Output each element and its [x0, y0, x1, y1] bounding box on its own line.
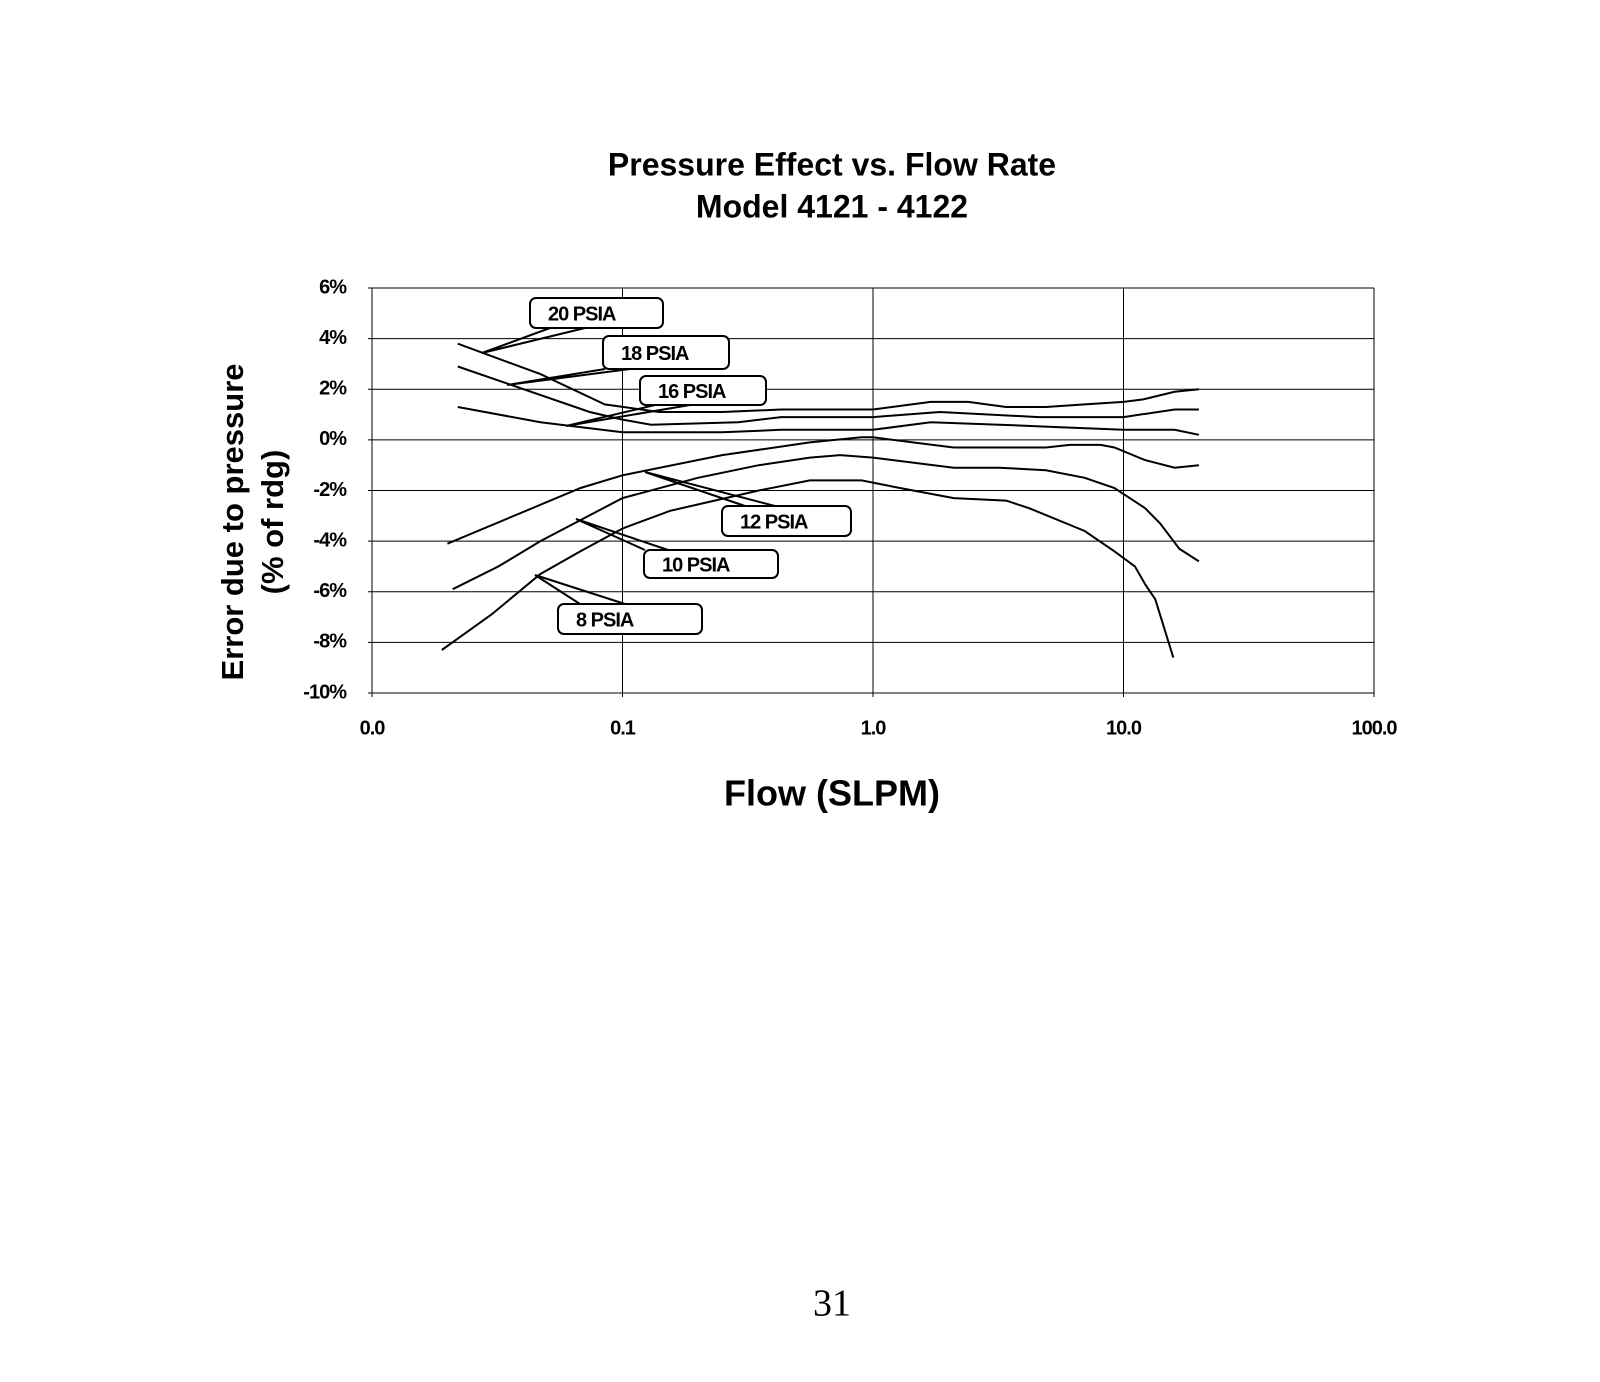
- chart-subtitle: Model 4121 - 4122: [696, 188, 968, 224]
- callout-pointer: [644, 471, 776, 507]
- series-callout: 16 PSIA: [565, 375, 767, 427]
- x-tick-label: 1.0: [861, 717, 887, 739]
- series-callout: 8 PSIA: [534, 574, 703, 635]
- series-callout: 10 PSIA: [575, 518, 779, 579]
- callout-box: [529, 297, 664, 329]
- series-line: [441, 479, 1175, 658]
- legend-label: 8 PSIA: [576, 609, 634, 631]
- y-tick-label: 0%: [319, 428, 347, 450]
- callout-box: [602, 335, 730, 370]
- callout-box: [639, 375, 767, 406]
- x-tick-label: 10.0: [1106, 717, 1142, 739]
- series-callout: 12 PSIA: [644, 471, 852, 537]
- callout-box: [721, 505, 852, 537]
- chart-title: Pressure Effect vs. Flow Rate: [608, 146, 1056, 182]
- series-line: [452, 454, 1200, 591]
- x-tick-label: 0.1: [610, 717, 636, 739]
- legend-label: 10 PSIA: [662, 554, 730, 576]
- callout-pointer: [481, 327, 586, 354]
- callout-pointer: [575, 518, 669, 551]
- series-callout: 20 PSIA: [481, 297, 664, 354]
- y-axis-label-line: Error due to pressure: [215, 364, 250, 681]
- y-tick-label: -4%: [313, 529, 347, 551]
- page-number: 31: [813, 1283, 851, 1325]
- y-tick-label: 6%: [319, 276, 347, 298]
- y-tick-label: -10%: [303, 681, 347, 703]
- legend-label: 20 PSIA: [548, 303, 616, 325]
- x-axis-label: Flow (SLPM): [724, 773, 940, 814]
- y-tick-label: -6%: [313, 580, 347, 602]
- legend-label: 12 PSIA: [740, 511, 808, 533]
- series-callout: 18 PSIA: [506, 335, 730, 386]
- y-tick-label: -2%: [313, 479, 347, 501]
- callout-pointer: [506, 368, 631, 386]
- y-tick-label: 2%: [319, 378, 347, 400]
- legend-label: 16 PSIA: [658, 381, 726, 403]
- x-tick-label: 100.0: [1351, 717, 1397, 739]
- series-line: [457, 342, 1200, 413]
- callout-box: [643, 549, 779, 579]
- x-tick-label: 0.0: [360, 717, 386, 739]
- callout-pointer: [565, 404, 691, 427]
- y-tick-label: -8%: [313, 631, 347, 653]
- legend-label: 18 PSIA: [621, 343, 689, 365]
- y-axis-label-line: (% of rdg): [255, 450, 290, 595]
- series-line: [457, 406, 1200, 436]
- series-line: [447, 436, 1200, 545]
- y-tick-label: 4%: [319, 327, 347, 349]
- callout-pointer: [534, 574, 626, 605]
- callout-box: [557, 603, 703, 635]
- y-axis-label: Error due to pressure (% of rdg): [215, 364, 290, 681]
